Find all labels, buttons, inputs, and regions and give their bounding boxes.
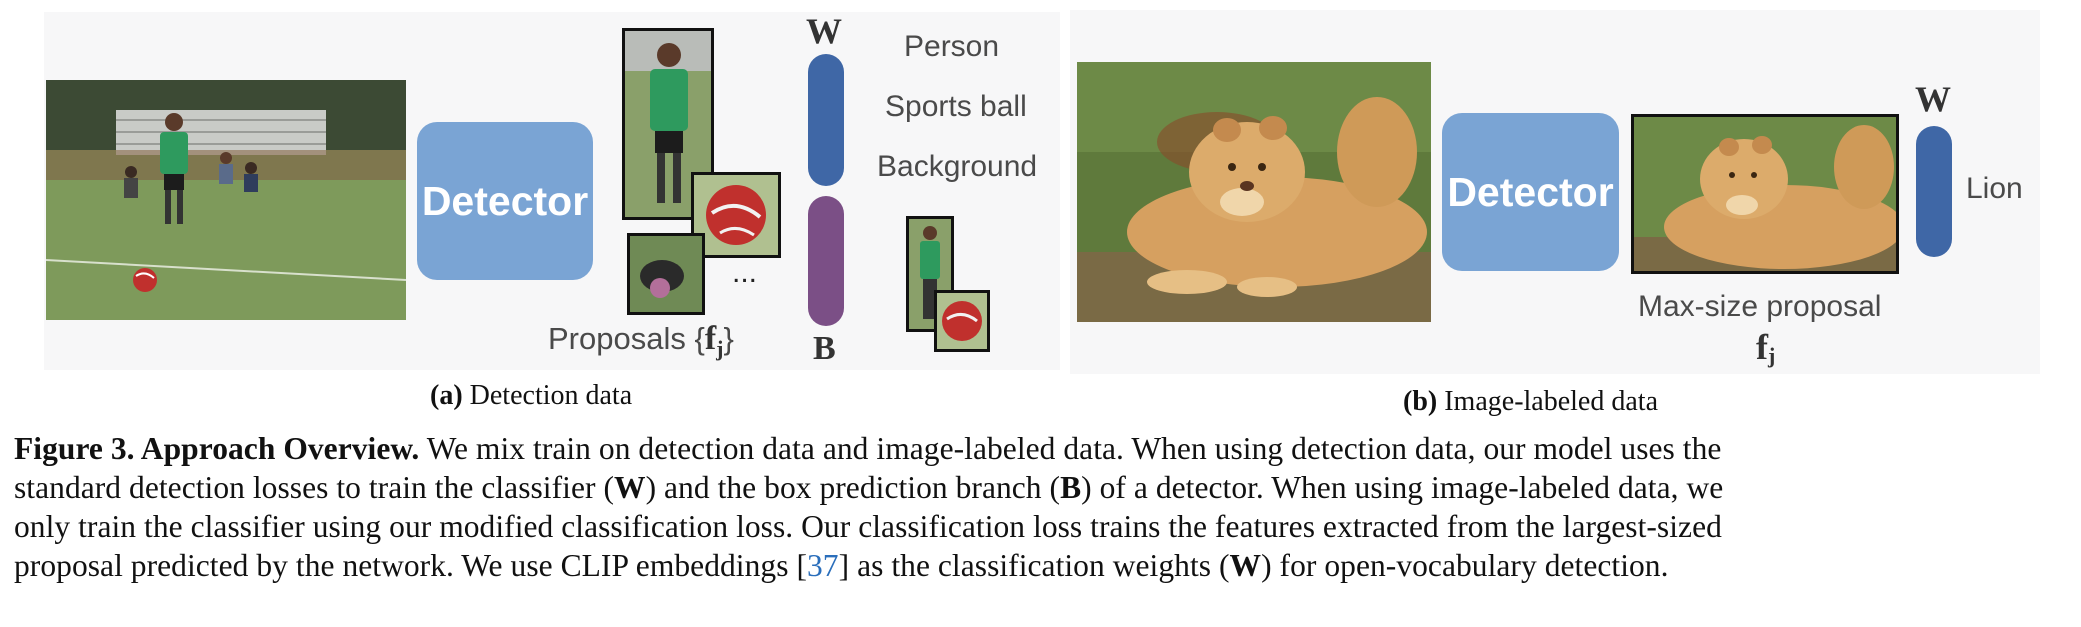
class-label-lion: Lion	[1966, 172, 2023, 205]
class-label-background: Background	[877, 150, 1038, 183]
subcaption-b-text: Image-labeled data	[1444, 386, 1658, 417]
caption-w-symbol-2: W	[1229, 548, 1262, 583]
caption-b-symbol: B	[1060, 470, 1082, 505]
subcaption-a-letter: (a)	[430, 380, 463, 411]
subcaption-a-text: Detection data	[469, 380, 633, 411]
caption-line-1: Figure 3. Approach Overview. We mix trai…	[14, 429, 2074, 468]
feature-symbol-f: f	[704, 320, 717, 357]
proposals-text: Proposals	[548, 321, 686, 356]
soccer-field-image	[46, 80, 406, 320]
box-crop-child	[906, 216, 954, 332]
caption-line1-text: We mix train on detection data and image…	[426, 431, 1722, 466]
subcaption-b-letter: (b)	[1403, 386, 1438, 417]
caption-line4-c: ) for open-vocabulary detection.	[1261, 548, 1669, 583]
w-label-a: W	[806, 11, 842, 51]
caption-w-symbol-1: W	[614, 470, 646, 505]
box-crop-ball	[934, 290, 990, 352]
figure-caption: Figure 3. Approach Overview. We mix trai…	[14, 429, 2074, 585]
w-bar-a	[808, 54, 844, 186]
lioness-image	[1077, 62, 1431, 322]
caption-line4-b: ] as the classification weights (	[838, 548, 1230, 583]
class-label-sports-ball: Sports ball	[885, 90, 1027, 123]
figure-label: Figure 3. Approach Overview.	[14, 431, 420, 466]
max-size-proposal-label: Max-size proposal	[1638, 290, 1882, 323]
w-label-b: W	[1915, 79, 1951, 119]
subcaption-b: (b) Image-labeled data	[1403, 386, 1658, 418]
feature-subscript-j: j	[716, 336, 724, 362]
detector-box-b: Detector	[1442, 113, 1619, 271]
brace-close: }	[723, 321, 734, 356]
b-bar-a	[808, 196, 844, 326]
max-size-proposal-crop	[1631, 114, 1899, 274]
w-bar-b	[1916, 126, 1952, 257]
caption-line-2: standard detection losses to train the c…	[14, 468, 2074, 507]
caption-line2-a: standard detection losses to train the c…	[14, 470, 614, 505]
caption-line4-a: proposal predicted by the network. We us…	[14, 548, 807, 583]
citation-link[interactable]: 37	[807, 548, 839, 583]
class-label-person: Person	[904, 30, 1000, 63]
b-label-a: B	[813, 330, 836, 367]
caption-line-3: only train the classifier using our modi…	[14, 509, 1722, 544]
brace-open: {	[694, 321, 705, 356]
feature-subscript-j-b: j	[1768, 343, 1776, 369]
proposal-crop-small	[627, 233, 705, 315]
feature-symbol-f-b: f	[1756, 327, 1768, 367]
caption-line2-b: ) and the box prediction branch (	[645, 470, 1061, 505]
caption-line-4: proposal predicted by the network. We us…	[14, 546, 2074, 585]
ellipsis: ...	[732, 256, 758, 289]
subcaption-a: (a) Detection data	[430, 380, 632, 412]
caption-line2-c: ) of a detector. When using image-labele…	[1081, 470, 1724, 505]
proposals-label: Proposals {fj}	[548, 320, 734, 362]
proposal-crop-ball	[691, 172, 781, 258]
feature-fj-b: fj	[1756, 326, 1775, 369]
detector-box-a: Detector	[417, 122, 593, 280]
